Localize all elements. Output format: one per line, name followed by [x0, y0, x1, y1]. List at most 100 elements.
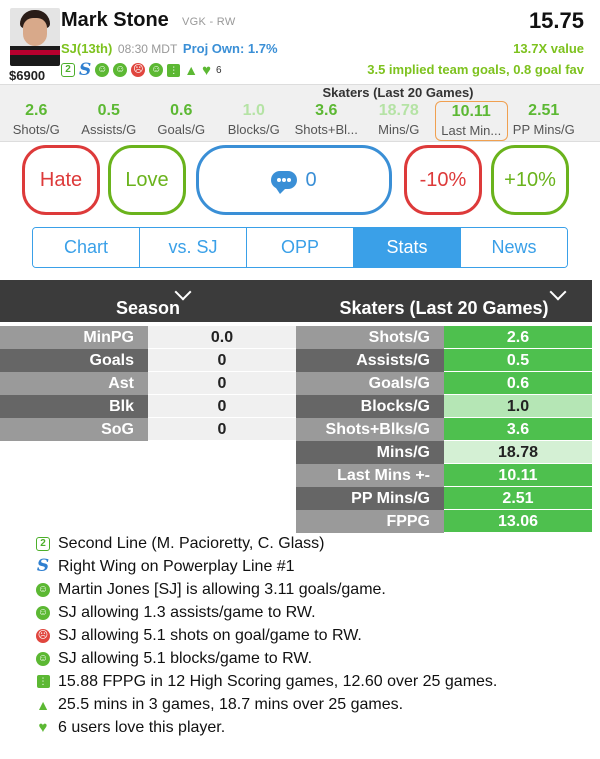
note-item: ☺ SJ allowing 5.1 blocks/game to RW.	[34, 647, 594, 670]
smile-icon: ☺	[36, 582, 50, 597]
note-item: 2 Second Line (M. Pacioretty, C. Glass)	[34, 532, 594, 555]
opponent: SJ(13th)	[61, 41, 113, 56]
stat-label: Goals/G	[157, 122, 206, 137]
stat-label: Shots+Bl...	[294, 122, 358, 137]
season-row: MinPG 0.0	[0, 326, 296, 349]
player-salary: $6900	[9, 68, 46, 83]
note-item: S Right Wing on Powerplay Line #1	[34, 555, 594, 578]
skater-stat-label: Goals/G	[296, 372, 444, 395]
skater-row: Blocks/G 1.0	[296, 395, 592, 418]
player-header: $6900 Mark Stone VGK - RW 15.75 SJ(13th)…	[0, 0, 600, 84]
dice-icon: ⋮	[36, 675, 50, 688]
stat-cell[interactable]: 10.11 Last Min...	[435, 101, 508, 141]
dice-icon[interactable]: ⋮	[167, 63, 181, 77]
powerplay-s-icon[interactable]: S	[79, 59, 92, 80]
player-name[interactable]: Mark Stone	[61, 9, 169, 31]
tab-vs-opponent[interactable]: vs. SJ	[140, 228, 247, 267]
stat-cell[interactable]: 18.78 Mins/G	[363, 101, 436, 141]
smile-icon[interactable]: ☺	[95, 63, 110, 77]
tab-opp[interactable]: OPP	[247, 228, 354, 267]
stat-label: Blocks/G	[227, 122, 280, 137]
heart-icon: ♥	[38, 719, 48, 736]
stat-label: Last Min...	[441, 123, 502, 138]
action-buttons: Hate Love 0 -10% +10%	[0, 145, 600, 217]
stat-value: 2.51	[528, 102, 560, 119]
stat-cell[interactable]: 0.6 Goals/G	[145, 101, 218, 141]
season-stat-value: 0	[148, 418, 296, 441]
note-text: 15.88 FPPG in 12 High Scoring games, 12.…	[58, 672, 498, 690]
season-stat-value: 0	[148, 395, 296, 418]
season-stat-value: 0.0	[148, 326, 296, 349]
tab-news[interactable]: News	[461, 228, 567, 267]
stat-cell[interactable]: 3.6 Shots+Bl...	[290, 101, 363, 141]
skater-stat-value: 0.6	[444, 372, 592, 395]
triangle-up-icon[interactable]: ▲	[184, 62, 199, 78]
stats-tables: Season Skaters (Last 20 Games) MinPG 0.0 G…	[0, 280, 600, 533]
line-2-icon: 2	[34, 536, 52, 551]
season-row: Ast 0	[0, 372, 296, 395]
detail-tabs: Chart vs. SJ OPP Stats News	[32, 227, 568, 268]
heart-icon[interactable]: ♥	[202, 61, 212, 79]
season-row: Goals 0	[0, 349, 296, 372]
stat-cell[interactable]: 2.51 PP Mins/G	[508, 101, 581, 141]
player-team-position: VGK - RW	[182, 16, 236, 28]
value-multiplier: 13.7X value	[513, 41, 584, 56]
love-button[interactable]: Love	[108, 145, 186, 215]
skater-stat-label: Shots+Blks/G	[296, 418, 444, 441]
sad-icon[interactable]: ☹	[131, 63, 146, 77]
skater-row: PP Mins/G 2.51	[296, 487, 592, 510]
stat-cell[interactable]: 1F	[580, 101, 600, 141]
smile-icon: ☺	[36, 651, 50, 666]
skater-stat-value: 3.6	[444, 418, 592, 441]
stat-value: 18.78	[378, 102, 419, 119]
powerplay-s-icon: S	[36, 556, 50, 576]
stat-label: Mins/G	[378, 122, 420, 137]
comment-count: 0	[305, 168, 317, 191]
season-stat-label: MinPG	[0, 326, 148, 349]
note-text: 25.5 mins in 3 games, 18.7 mins over 25 …	[58, 695, 404, 713]
stat-value: 10.11	[451, 103, 491, 120]
skater-stat-label: Last Mins +-	[296, 464, 444, 487]
season-stat-label: Ast	[0, 372, 148, 395]
skater-stat-value: 2.51	[444, 487, 592, 510]
stats-strip[interactable]: Skaters (Last 20 Games) 2.6 Shots/G 0.5 Ass…	[0, 84, 600, 142]
comment-button[interactable]: 0	[196, 145, 392, 215]
season-title: Season	[115, 298, 181, 318]
decrease-10-button[interactable]: -10%	[404, 145, 482, 215]
skater-stat-value: 0.5	[444, 349, 592, 372]
skater-row: Mins/G 18.78	[296, 441, 592, 464]
note-text: SJ allowing 5.1 shots on goal/game to RW…	[58, 626, 362, 644]
skaters-header[interactable]: Skaters (Last 20 Games)	[296, 280, 592, 322]
smile-icon[interactable]: ☺	[113, 63, 128, 77]
skater-stat-value: 18.78	[444, 441, 592, 464]
tab-stats[interactable]: Stats	[354, 228, 461, 267]
stat-cell[interactable]: 1.0 Blocks/G	[218, 101, 291, 141]
season-row: SoG 0	[0, 418, 296, 441]
skater-stat-label: Shots/G	[296, 326, 444, 349]
skater-stat-value: 2.6	[444, 326, 592, 349]
player-avatar[interactable]	[10, 8, 60, 66]
stat-cell[interactable]: 0.5 Assists/G	[73, 101, 146, 141]
stat-value: 1.0	[242, 102, 265, 119]
season-header[interactable]: Season	[0, 280, 296, 322]
note-item: ▲ 25.5 mins in 3 games, 18.7 mins over 25…	[34, 693, 594, 716]
tab-chart[interactable]: Chart	[33, 228, 140, 267]
increase-10-button[interactable]: +10%	[491, 145, 569, 215]
skater-stat-label: Mins/G	[296, 441, 444, 464]
hate-button[interactable]: Hate	[22, 145, 100, 215]
skater-stat-value: 10.11	[444, 464, 592, 487]
season-stat-value: 0	[148, 372, 296, 395]
line-2-icon[interactable]: 2	[61, 63, 75, 77]
stat-label: Shots/G	[12, 122, 60, 137]
skater-stat-label: PP Mins/G	[296, 487, 444, 510]
note-text: SJ allowing 1.3 assists/game to RW.	[58, 603, 316, 621]
stat-value: 3.6	[315, 102, 338, 119]
skater-row: Assists/G 0.5	[296, 349, 592, 372]
stat-value: 2.6	[25, 102, 48, 119]
note-text: 6 users love this player.	[58, 718, 226, 736]
skater-row: Goals/G 0.6	[296, 372, 592, 395]
smile-icon[interactable]: ☺	[149, 63, 164, 77]
smile-icon: ☺	[36, 605, 50, 620]
season-stat-label: SoG	[0, 418, 148, 441]
stat-cell[interactable]: 2.6 Shots/G	[0, 101, 73, 141]
